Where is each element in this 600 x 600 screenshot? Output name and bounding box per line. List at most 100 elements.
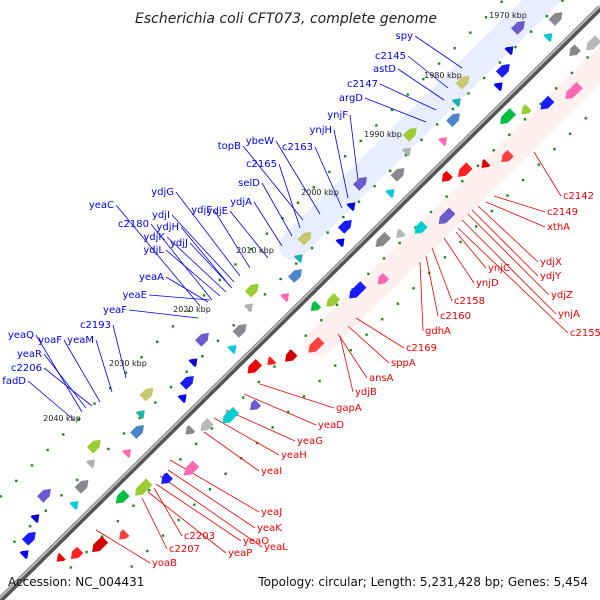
map-title: Escherichia coli CFT073, complete genome: [135, 11, 437, 27]
guide-dot: [232, 324, 235, 327]
forward-gene-arrow: [385, 189, 395, 199]
guide-dot: [422, 77, 425, 81]
reverse-gene-arrow: [310, 300, 322, 311]
guide-dot: [437, 62, 441, 65]
reverse-gene-arrow: [565, 81, 583, 100]
forward-gene-label: ynjF: [327, 110, 348, 121]
leader-line: [63, 339, 101, 403]
guide-dot: [224, 472, 227, 475]
leader-line: [253, 201, 283, 247]
reverse-gene-arrow: [396, 228, 406, 238]
reverse-gene-label: c2207: [169, 544, 200, 555]
reverse-gene-arrow: [481, 159, 491, 168]
reverse-gene-label: yoaB: [152, 558, 177, 569]
forward-gene-arrow: [139, 387, 154, 402]
leader-line: [259, 383, 335, 409]
forward-gene-arrow: [504, 46, 514, 56]
guide-dot: [404, 154, 408, 157]
forward-gene-arrow: [135, 410, 145, 420]
reverse-gene-label: ydjZ: [551, 290, 573, 301]
forward-gene-label: topB: [218, 141, 241, 152]
guide-dot: [218, 278, 222, 282]
forward-gene-arrow: [548, 12, 563, 26]
forward-gene-arrow: [74, 479, 89, 494]
forward-gene-label: c2206: [11, 363, 42, 374]
guide-dot: [412, 287, 415, 290]
forward-gene-arrow: [177, 394, 187, 404]
guide-dot: [281, 216, 284, 220]
forward-gene-label: argD: [339, 93, 363, 104]
leader-line: [189, 242, 233, 289]
leader-line: [349, 114, 359, 181]
guide-dot: [490, 209, 494, 213]
reverse-gene-arrow: [56, 552, 66, 562]
guide-dot: [263, 293, 267, 296]
reverse-gene-arrow: [569, 44, 581, 56]
leader-line: [213, 417, 280, 456]
leader-line: [477, 205, 539, 263]
forward-gene-arrow: [402, 127, 417, 142]
guide-dot: [15, 479, 18, 483]
guide-dot: [154, 401, 157, 404]
reverse-gene-arrow: [285, 349, 298, 362]
forward-gene-arrow: [19, 550, 29, 560]
guide-dot: [13, 540, 16, 543]
guide-dot: [28, 525, 32, 528]
reverse-gene-arrow: [500, 108, 517, 125]
guide-dot: [75, 478, 79, 482]
leader-line: [229, 210, 269, 259]
leader-line: [203, 431, 260, 472]
guide-dot: [69, 566, 73, 569]
guide-dot: [287, 410, 290, 414]
guide-dot: [161, 534, 165, 537]
leader-line: [275, 140, 321, 215]
guide-dot: [381, 318, 384, 321]
forward-gene-label: ynjH: [309, 125, 332, 136]
reverse-gene-arrow: [134, 478, 153, 496]
reverse-gene-label: ynjD: [476, 278, 499, 289]
reverse-gene-arrow: [586, 35, 600, 51]
guide-dot: [476, 164, 480, 167]
guide-dot: [584, 117, 587, 120]
guide-dot: [570, 71, 574, 75]
tick-label: 2030 kbp: [109, 359, 147, 368]
tick-label: 2010 kbp: [236, 246, 274, 255]
leader-line: [165, 276, 209, 303]
leader-line: [112, 324, 127, 379]
guide-dot: [146, 549, 149, 553]
guide-dot: [202, 294, 206, 297]
guide-dot: [420, 138, 423, 142]
forward-gene-arrow: [297, 231, 312, 246]
reverse-gene-arrow: [119, 529, 130, 540]
forward-gene-label: yeaM: [67, 335, 94, 346]
leader-line: [261, 182, 293, 237]
leader-line: [213, 209, 251, 269]
forward-gene-label: c2163: [282, 142, 313, 153]
leader-line: [153, 487, 183, 537]
forward-gene-label: ydjA: [230, 197, 252, 208]
forward-gene-arrow: [21, 531, 36, 546]
guide-dot: [44, 509, 47, 512]
guide-dot: [279, 277, 282, 281]
reverse-gene-label: ynjC: [488, 263, 510, 274]
guide-dot: [312, 186, 315, 189]
guide-dot: [295, 262, 298, 265]
reverse-gene-arrow: [349, 281, 367, 299]
leader-line: [364, 97, 427, 123]
topology-summary: Topology: circular; Length: 5,231,428 bp…: [257, 575, 588, 589]
guide-dot: [116, 519, 120, 523]
leader-line: [175, 191, 241, 277]
reverse-gene-arrow: [200, 418, 214, 432]
guide-dot: [302, 395, 306, 398]
reverse-gene-arrow: [438, 207, 456, 225]
guide-dot: [451, 107, 455, 111]
reverse-gene-label: c2203: [184, 531, 215, 542]
tick-label: 1980 kbp: [424, 71, 462, 80]
guide-dot: [469, 31, 472, 34]
reverse-gene-label: c2158: [454, 296, 485, 307]
forward-gene-arrow: [188, 358, 198, 368]
guide-dot: [130, 565, 133, 568]
guide-dot: [343, 155, 347, 158]
reverse-gene-label: yeaP: [228, 548, 252, 559]
guide-dot: [60, 494, 63, 497]
